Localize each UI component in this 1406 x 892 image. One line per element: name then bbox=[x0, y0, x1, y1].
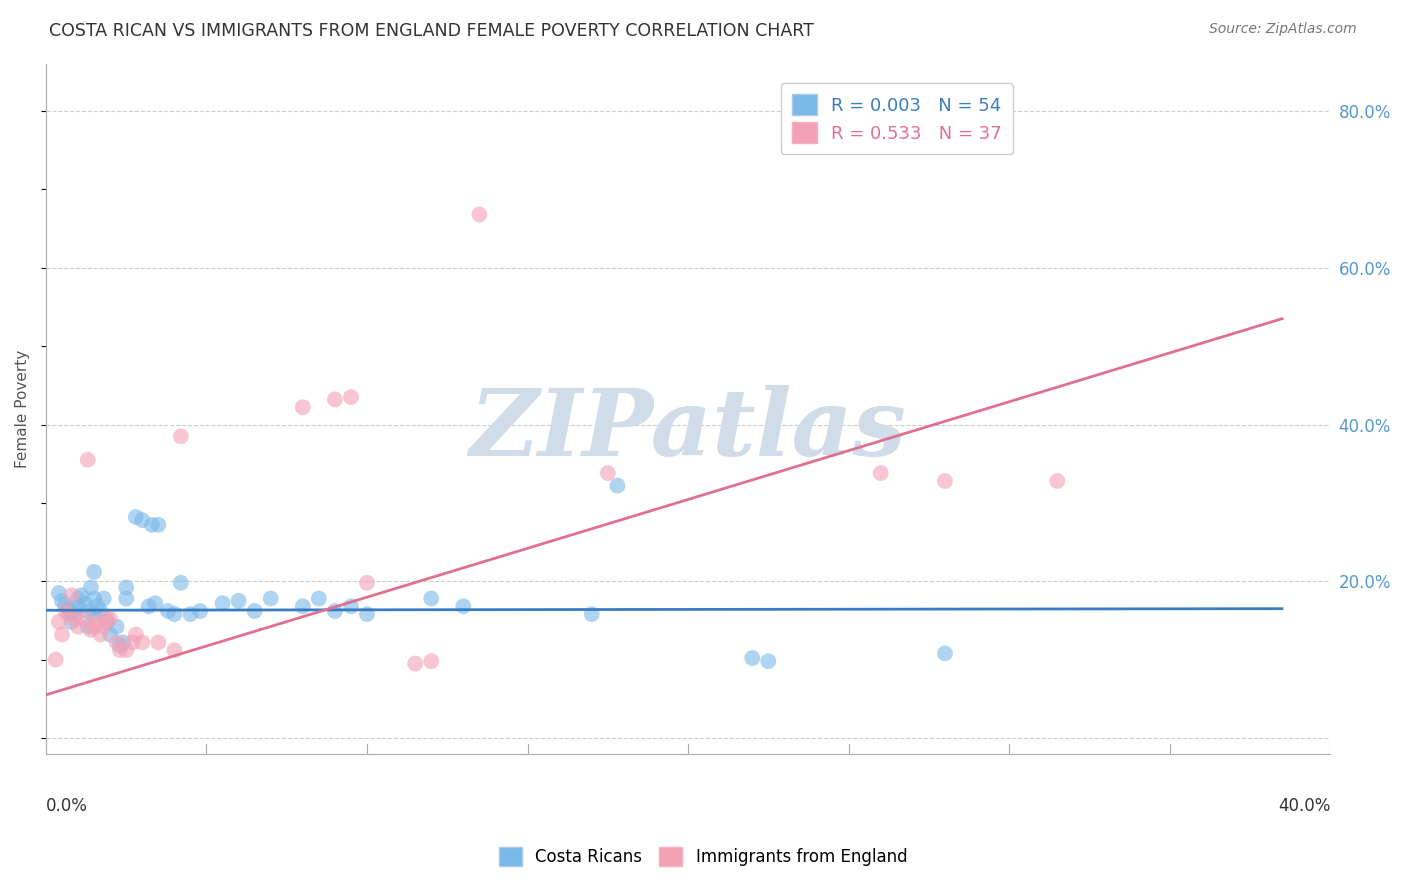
Point bbox=[80, 581, 103, 595]
Point bbox=[67, 591, 90, 606]
Point bbox=[83, 607, 105, 622]
Point bbox=[48, 586, 70, 600]
Text: Source: ZipAtlas.com: Source: ZipAtlas.com bbox=[1209, 22, 1357, 37]
Point bbox=[90, 627, 112, 641]
Point bbox=[51, 594, 73, 608]
Point bbox=[105, 635, 128, 649]
Point bbox=[131, 635, 153, 649]
Point bbox=[163, 607, 186, 622]
Point bbox=[53, 598, 76, 612]
Point bbox=[869, 466, 891, 480]
Point bbox=[228, 594, 250, 608]
Point bbox=[63, 612, 86, 626]
Point bbox=[340, 599, 363, 614]
Point bbox=[48, 615, 70, 629]
Point bbox=[420, 654, 443, 668]
Point bbox=[596, 466, 619, 480]
Point bbox=[63, 607, 86, 622]
Text: COSTA RICAN VS IMMIGRANTS FROM ENGLAND FEMALE POVERTY CORRELATION CHART: COSTA RICAN VS IMMIGRANTS FROM ENGLAND F… bbox=[49, 22, 814, 40]
Legend: R = 0.003   N = 54, R = 0.533   N = 37: R = 0.003 N = 54, R = 0.533 N = 37 bbox=[780, 84, 1012, 154]
Point bbox=[70, 588, 93, 602]
Point bbox=[163, 643, 186, 657]
Point bbox=[138, 599, 160, 614]
Point bbox=[98, 627, 121, 641]
Point bbox=[93, 620, 115, 634]
Point bbox=[934, 646, 956, 660]
Point bbox=[741, 651, 763, 665]
Point bbox=[76, 452, 98, 467]
Point bbox=[60, 615, 83, 629]
Text: ZIPatlas: ZIPatlas bbox=[470, 384, 907, 475]
Point bbox=[76, 620, 98, 634]
Point bbox=[60, 588, 83, 602]
Point bbox=[76, 604, 98, 618]
Point bbox=[90, 604, 112, 618]
Point bbox=[105, 620, 128, 634]
Point bbox=[58, 601, 80, 615]
Point bbox=[1046, 474, 1069, 488]
Point bbox=[211, 596, 233, 610]
Point bbox=[934, 474, 956, 488]
Point bbox=[51, 627, 73, 641]
Point bbox=[141, 517, 163, 532]
Point bbox=[170, 429, 193, 443]
Point bbox=[323, 604, 346, 618]
Point bbox=[340, 390, 363, 404]
Point bbox=[356, 607, 378, 622]
Point bbox=[453, 599, 475, 614]
Point bbox=[45, 652, 67, 666]
Point bbox=[96, 615, 118, 629]
Point bbox=[148, 517, 170, 532]
Point bbox=[98, 612, 121, 626]
Point bbox=[323, 392, 346, 407]
Point bbox=[67, 620, 90, 634]
Point bbox=[468, 207, 491, 221]
Legend: Costa Ricans, Immigrants from England: Costa Ricans, Immigrants from England bbox=[492, 840, 914, 873]
Point bbox=[170, 575, 193, 590]
Point bbox=[58, 607, 80, 622]
Point bbox=[96, 612, 118, 626]
Point bbox=[188, 604, 211, 618]
Point bbox=[86, 615, 108, 629]
Point bbox=[125, 510, 148, 524]
Point bbox=[53, 604, 76, 618]
Point bbox=[80, 623, 103, 637]
Point bbox=[179, 607, 201, 622]
Point bbox=[308, 591, 330, 606]
Point bbox=[156, 604, 179, 618]
Point bbox=[143, 596, 166, 610]
Point bbox=[420, 591, 443, 606]
Point bbox=[243, 604, 266, 618]
Point bbox=[108, 643, 131, 657]
Point bbox=[86, 599, 108, 614]
Point bbox=[83, 565, 105, 579]
Point bbox=[115, 581, 138, 595]
Point bbox=[67, 599, 90, 614]
Point bbox=[260, 591, 283, 606]
Point bbox=[115, 591, 138, 606]
Point bbox=[83, 620, 105, 634]
Point bbox=[73, 612, 96, 626]
Point bbox=[291, 599, 314, 614]
Point bbox=[60, 606, 83, 620]
Point bbox=[356, 575, 378, 590]
Point bbox=[291, 401, 314, 415]
Point bbox=[83, 591, 105, 606]
Point bbox=[108, 639, 131, 653]
Point bbox=[606, 478, 628, 492]
Point bbox=[125, 627, 148, 641]
Point bbox=[121, 635, 143, 649]
Point bbox=[115, 643, 138, 657]
Point bbox=[73, 596, 96, 610]
Text: 0.0%: 0.0% bbox=[46, 797, 87, 814]
Point bbox=[131, 513, 153, 527]
Text: 40.0%: 40.0% bbox=[1278, 797, 1330, 814]
Point bbox=[581, 607, 603, 622]
Y-axis label: Female Poverty: Female Poverty bbox=[15, 350, 30, 468]
Point bbox=[93, 591, 115, 606]
Point bbox=[111, 635, 134, 649]
Point bbox=[756, 654, 779, 668]
Point bbox=[404, 657, 426, 671]
Point bbox=[148, 635, 170, 649]
